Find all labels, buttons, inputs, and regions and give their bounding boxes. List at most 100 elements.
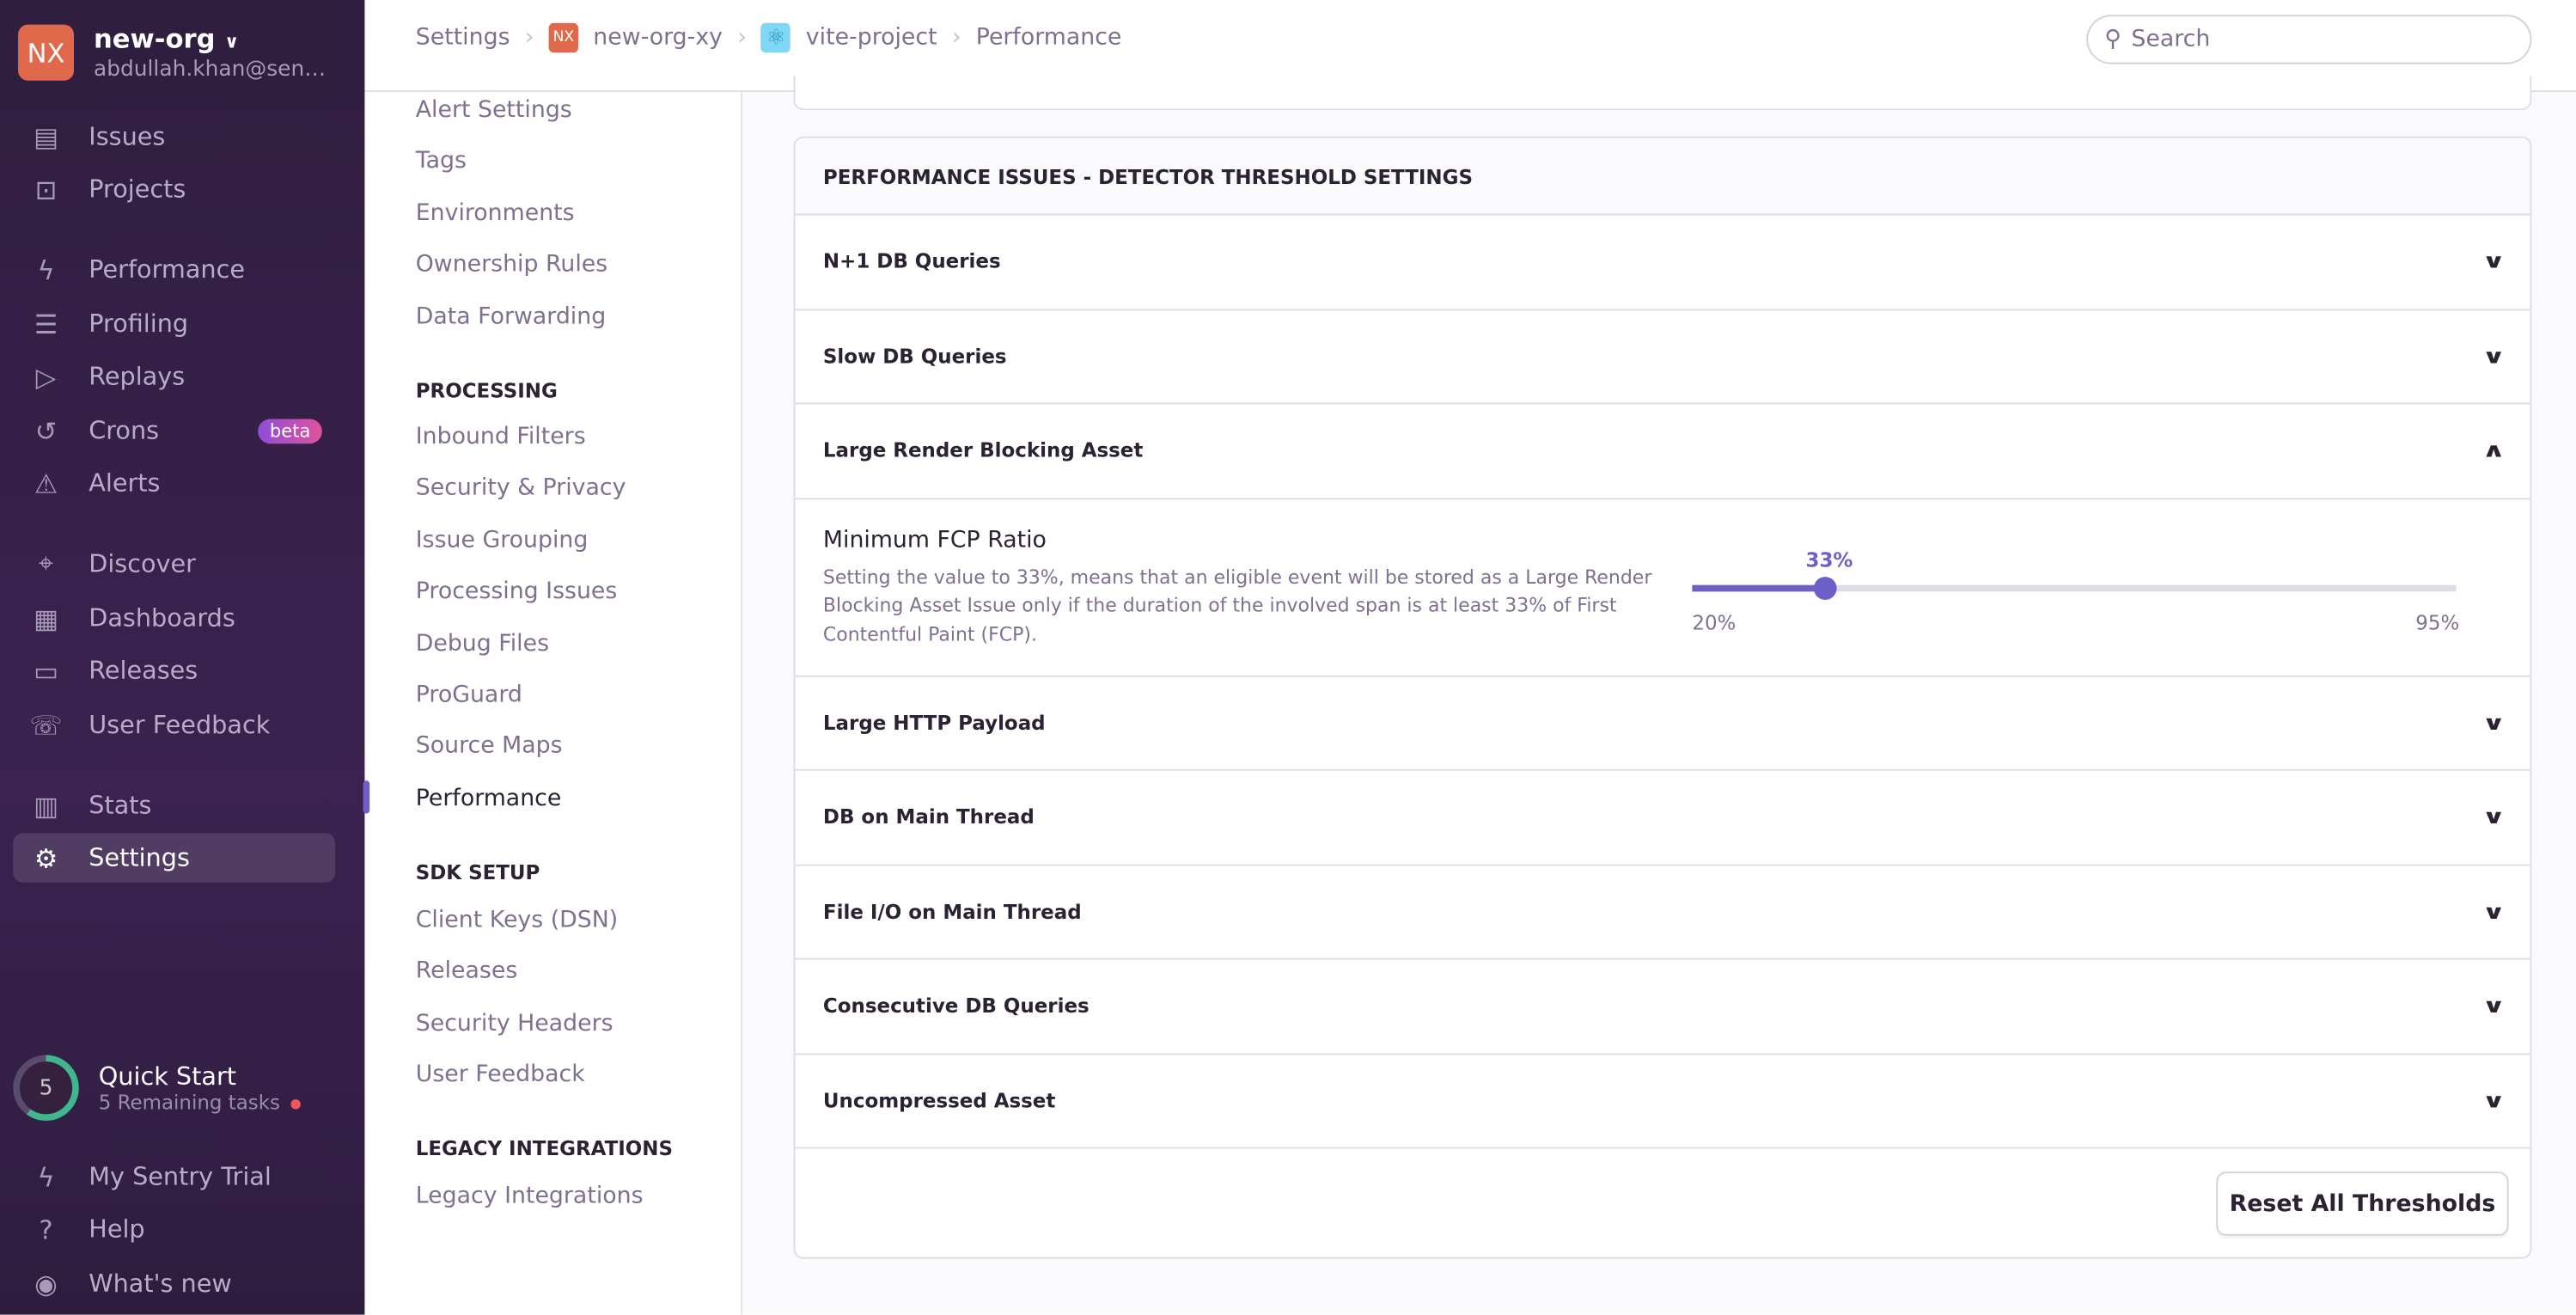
subnav-item[interactable]: Security Headers [415, 1010, 613, 1037]
subnav-item[interactable]: Environments [415, 199, 575, 227]
breadcrumb-current: Performance [975, 24, 1122, 52]
chevron-down-icon[interactable]: ∨ [2481, 900, 2506, 924]
chevron-right-icon: › [737, 24, 747, 52]
chevron-down-icon[interactable]: ∨ [2481, 994, 2506, 1018]
nav-projects[interactable]: ⊡ Projects [13, 164, 335, 213]
detector-row[interactable]: N+1 DB Queries ∨ [795, 215, 2530, 310]
nav-label: What's new [89, 1269, 232, 1299]
search-placeholder: Search [2131, 26, 2211, 53]
nav-profiling[interactable]: ☰ Profiling [13, 299, 335, 348]
section-sdk-setup: SDK SETUP [415, 860, 540, 884]
subnav-item[interactable]: Data Forwarding [415, 303, 607, 330]
detector-row[interactable]: Consecutive DB Queries ∨ [795, 960, 2530, 1055]
nav-whats-new[interactable]: ◉ What's new [13, 1259, 335, 1308]
lightning-icon: ϟ [37, 254, 55, 285]
lightning-circle-icon: ϟ [37, 1160, 55, 1193]
subnav-item[interactable]: Legacy Integrations [415, 1183, 644, 1210]
fcp-ratio-setting: Minimum FCP Ratio Setting the value to 33… [795, 498, 2530, 676]
detector-title: File I/O on Main Thread [822, 900, 1082, 924]
subnav-item[interactable]: Debug Files [415, 630, 550, 658]
subnav-item[interactable]: Alert Settings [415, 96, 572, 124]
nav-alerts[interactable]: ⚠ Alerts [13, 458, 335, 507]
settings-subnav: Alert Settings Tags Environments Ownership … [363, 92, 743, 1315]
quick-start-subtitle: 5 Remaining tasks [98, 1091, 280, 1115]
profiling-icon: ☰ [34, 308, 58, 339]
subnav-item[interactable]: Tags [415, 148, 467, 175]
nav-label: Settings [89, 842, 190, 873]
chevron-down-icon[interactable]: ∨ [2481, 805, 2506, 829]
quick-start[interactable]: 5 Quick Start 5 Remaining tasks [13, 1055, 300, 1121]
detector-row[interactable]: File I/O on Main Thread ∨ [795, 865, 2530, 960]
subnav-item[interactable]: Processing Issues [415, 578, 618, 605]
nav-label: User Feedback [89, 709, 271, 740]
breadcrumb-settings[interactable]: Settings [415, 24, 510, 52]
nav-label: Projects [89, 174, 186, 205]
sidebar: NX new-org ∨ abdullah.khan@sen… ▤ Issues ⊡… [0, 0, 365, 1315]
detector-row[interactable]: Uncompressed Asset ∨ [795, 1055, 2530, 1149]
nav-label: My Sentry Trial [89, 1161, 272, 1192]
detector-title: Large Render Blocking Asset [822, 438, 1144, 462]
nav-label: Releases [89, 655, 198, 686]
subnav-item[interactable]: Ownership Rules [415, 251, 608, 278]
nav-dashboards[interactable]: ▦ Dashboards [13, 593, 335, 642]
subnav-item[interactable]: Client Keys (DSN) [415, 907, 619, 934]
detector-threshold-panel: PERFORMANCE ISSUES - DETECTOR THRESHOLD … [793, 136, 2532, 1259]
search-input[interactable]: ⚲ Search [2086, 15, 2532, 64]
chevron-down-icon[interactable]: ∨ [2481, 250, 2506, 273]
nav-crons[interactable]: ↺ Crons beta [13, 406, 335, 455]
detector-row[interactable]: Large HTTP Payload ∨ [795, 676, 2530, 771]
code-folder-icon: ⊡ [34, 173, 58, 205]
subnav-item[interactable]: Performance [415, 785, 562, 812]
nav-stats[interactable]: ▥ Stats [13, 780, 335, 829]
chevron-down-icon[interactable]: ∨ [2481, 1089, 2506, 1112]
subnav-item[interactable]: User Feedback [415, 1061, 585, 1089]
org-name: new-org [93, 22, 216, 55]
chevron-up-icon[interactable]: ∧ [2481, 438, 2506, 462]
search-icon: ⚲ [2104, 26, 2121, 53]
history-icon: ↺ [34, 414, 58, 447]
breadcrumb-project[interactable]: vite-project [805, 24, 937, 52]
nav-label: Replays [89, 361, 186, 392]
subnav-item[interactable]: ProGuard [415, 682, 522, 709]
detector-row[interactable]: Slow DB Queries ∨ [795, 309, 2530, 405]
notification-dot [290, 1099, 300, 1110]
gear-icon: ⚙ [34, 841, 58, 874]
chevron-right-icon: › [524, 24, 534, 52]
nav-performance[interactable]: ϟ Performance [13, 245, 335, 294]
slider-track[interactable] [1692, 584, 2457, 591]
nav-my-sentry-trial[interactable]: ϟ My Sentry Trial [13, 1152, 335, 1201]
active-indicator [363, 780, 370, 814]
nav-help[interactable]: ? Help [13, 1204, 335, 1253]
subnav-item[interactable]: Releases [415, 958, 518, 986]
reset-all-thresholds-button[interactable]: Reset All Thresholds [2216, 1171, 2509, 1236]
react-icon: ⚛ [761, 22, 791, 53]
chevron-down-icon[interactable]: ∨ [2481, 711, 2506, 735]
detector-row[interactable]: Large Render Blocking Asset ∧ [795, 404, 2530, 499]
nav-settings[interactable]: ⚙ Settings [13, 833, 336, 883]
subnav-item[interactable]: Inbound Filters [415, 424, 586, 450]
nav-replays[interactable]: ▷ Replays [13, 352, 335, 401]
nav-issues[interactable]: ▤ Issues [13, 112, 335, 161]
detector-title: Large HTTP Payload [822, 711, 1046, 735]
nav-discover[interactable]: ⌖ Discover [13, 539, 335, 588]
stats-icon: ▥ [34, 789, 58, 822]
nav-label: Help [89, 1214, 145, 1245]
nav-user-feedback[interactable]: ☏ User Feedback [13, 700, 335, 749]
subnav-item[interactable]: Source Maps [415, 733, 563, 761]
detector-row[interactable]: DB on Main Thread ∨ [795, 771, 2530, 865]
nav-releases[interactable]: ▭ Releases [13, 645, 335, 694]
nav-label: Stats [89, 790, 152, 821]
section-legacy: LEGACY INTEGRATIONS [415, 1137, 674, 1160]
detector-title: Slow DB Queries [822, 345, 1007, 368]
previous-panel [793, 75, 2532, 111]
subnav-item[interactable]: Security & Privacy [415, 475, 626, 502]
org-switcher[interactable]: NX new-org ∨ abdullah.khan@sen… [18, 23, 326, 83]
nav-label: Profiling [89, 309, 189, 339]
stack-icon: ▭ [34, 654, 58, 687]
subnav-item[interactable]: Issue Grouping [415, 527, 589, 554]
fcp-ratio-slider[interactable]: 33% 20% 95% [1692, 548, 2459, 647]
chevron-down-icon[interactable]: ∨ [2481, 345, 2506, 368]
breadcrumb-org[interactable]: new-org-xy [593, 24, 723, 52]
nav-label: Discover [89, 548, 196, 579]
slider-thumb[interactable] [1813, 576, 1836, 599]
